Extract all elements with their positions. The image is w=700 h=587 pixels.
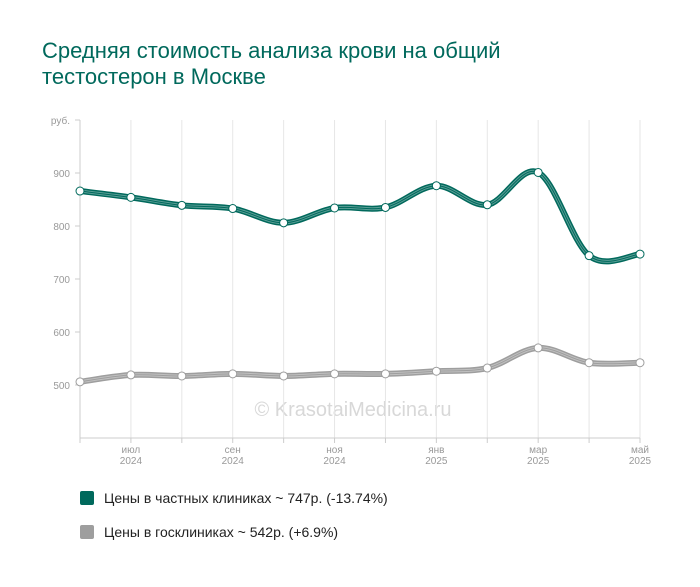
- data-point: [380, 202, 390, 212]
- y-tick-label: 900: [53, 169, 70, 180]
- data-point: [228, 369, 238, 379]
- data-point: [584, 358, 594, 368]
- x-tick-label: сен 2024: [222, 445, 245, 467]
- data-point: [330, 203, 340, 213]
- x-tick-label: ноя 2024: [323, 445, 346, 467]
- data-point: [75, 186, 85, 196]
- x-tick-label: мар 2025: [527, 445, 550, 467]
- data-point: [482, 363, 492, 373]
- data-point: [126, 370, 136, 380]
- y-tick-label: 700: [53, 275, 70, 286]
- data-point: [228, 204, 238, 214]
- x-tick-label: июл 2024: [120, 445, 143, 467]
- chart-title: Средняя стоимость анализа крови на общий: [42, 38, 501, 63]
- data-point: [533, 167, 543, 177]
- data-point: [635, 249, 645, 259]
- series-line: [79, 168, 641, 265]
- x-tick-label: янв 2025: [425, 445, 448, 467]
- data-point: [380, 369, 390, 379]
- y-tick-label: 600: [53, 328, 70, 339]
- legend-label: Цены в частных клиниках ~ 747р. (-13.74%…: [104, 490, 388, 506]
- data-point: [279, 218, 289, 228]
- data-point: [482, 200, 492, 210]
- chart-title: тестостерон в Москве: [42, 64, 266, 89]
- data-point: [177, 371, 187, 381]
- data-point: [584, 251, 594, 261]
- x-tick-label: май 2025: [629, 445, 652, 467]
- data-point: [330, 369, 340, 379]
- data-point: [431, 366, 441, 376]
- legend-swatch: [80, 525, 94, 539]
- data-point: [431, 181, 441, 191]
- watermark: © KrasotaiMedicina.ru: [254, 399, 451, 421]
- series-line-core: [79, 170, 641, 262]
- y-tick-label: 800: [53, 222, 70, 233]
- series-line-highlight: [79, 169, 641, 263]
- data-point: [533, 343, 543, 353]
- data-point: [177, 200, 187, 210]
- data-point: [75, 377, 85, 387]
- legend-swatch: [80, 491, 94, 505]
- y-tick-label: руб.: [51, 115, 70, 127]
- data-point: [126, 192, 136, 202]
- y-tick-label: 500: [53, 381, 70, 392]
- legend-label: Цены в госклиниках ~ 542р. (+6.9%): [104, 524, 338, 540]
- data-point: [279, 371, 289, 381]
- data-point: [635, 358, 645, 368]
